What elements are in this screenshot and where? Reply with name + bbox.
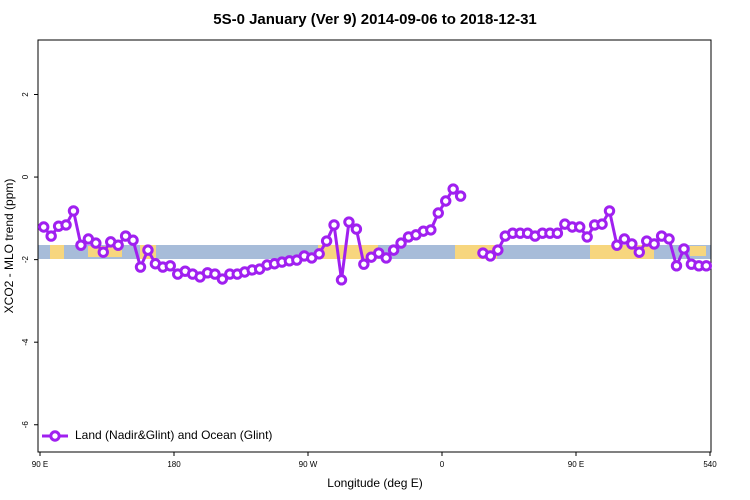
y-axis-label: XCO2 - MLO trend (ppm) [2,179,16,314]
point [328,219,340,231]
point [112,239,124,251]
point [626,238,638,250]
point [358,258,370,270]
point [484,250,497,262]
x-tick-label: 180 [167,460,181,469]
point [581,231,593,243]
point [678,243,690,255]
x-axis-label: Longitude (deg E) [327,476,422,490]
point [574,221,586,233]
point [67,205,80,217]
point [440,195,452,207]
point [648,238,660,250]
point [127,234,139,246]
point [454,190,467,202]
point [551,227,564,239]
y-tick-label: 0 [21,174,30,179]
y-tick-label: -6 [21,421,30,429]
point [142,244,154,256]
point [387,244,400,256]
y-tick-label: 2 [21,92,30,97]
legend-label: Land (Nadir&Glint) and Ocean (Glint) [75,428,272,442]
x-tick-label: 90 W [299,460,318,469]
point [447,183,459,195]
point [373,247,385,259]
point [216,273,229,285]
point [492,244,504,256]
plot-frame [37,39,712,453]
legend-marker [49,430,61,442]
point [60,219,72,231]
point [45,230,57,242]
x-tick-label: 90 E [32,460,48,469]
point [432,207,444,219]
x-tick-label: 0 [440,460,445,469]
point [395,237,407,249]
point [603,205,616,217]
point [38,221,50,233]
point [425,224,437,236]
point [313,248,325,260]
x-tick-label: 90 E [568,460,584,469]
point [670,260,683,272]
point [663,233,675,245]
point [97,246,109,258]
point [90,237,102,249]
point [380,252,392,264]
x-tick-label: 540 [703,460,717,469]
point [75,239,87,251]
point [350,223,363,235]
point [343,216,355,228]
point [320,235,333,247]
chart-title: 5S-0 January (Ver 9) 2014-09-06 to 2018-… [213,11,537,28]
point [164,260,176,272]
point [700,260,712,272]
y-tick-label: -2 [21,256,30,264]
point [596,218,608,230]
y-tick-label: -4 [21,338,30,346]
point [633,246,645,258]
point [618,233,631,245]
point [611,239,623,251]
point [209,268,221,280]
point [134,261,147,273]
point [335,274,348,286]
